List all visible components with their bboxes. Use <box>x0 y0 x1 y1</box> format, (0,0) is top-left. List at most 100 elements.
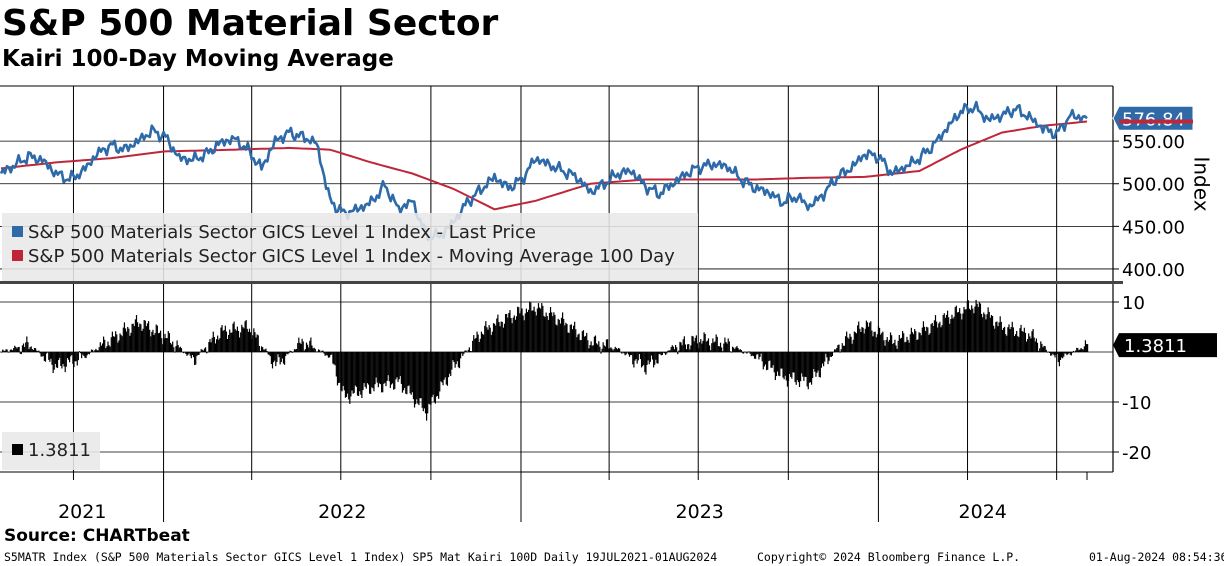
kairi-bar <box>274 352 276 361</box>
kairi-bar <box>489 327 491 352</box>
kairi-bar <box>185 352 187 354</box>
kairi-bar <box>678 350 680 352</box>
kairi-bar <box>872 336 874 352</box>
kairi-bar <box>27 342 29 352</box>
kairi-bar <box>56 352 59 368</box>
kairi-bar <box>938 323 940 352</box>
kairi-bar <box>328 352 331 358</box>
kairi-bar <box>312 348 314 352</box>
kairi-bar <box>892 344 894 352</box>
kairi-bar <box>374 352 376 385</box>
kairi-bar <box>755 352 757 359</box>
kairi-bar <box>1016 330 1018 352</box>
kairi-bar <box>1042 347 1044 352</box>
kairi-bar <box>395 352 397 380</box>
kairi-bar <box>810 352 813 385</box>
kairi-bar <box>209 339 211 352</box>
kairi-bar <box>55 352 58 368</box>
kairi-bar <box>809 352 812 383</box>
kairi-bar <box>179 346 181 352</box>
kairi-bar <box>188 352 190 354</box>
kairi-bar <box>257 335 259 352</box>
kairi-bar <box>213 336 215 352</box>
kairi-bar <box>242 327 244 352</box>
kairi-bar <box>451 352 453 370</box>
kairi-bar <box>623 352 625 354</box>
chart-title: S&P 500 Material Sector <box>2 3 499 44</box>
kairi-bar <box>378 352 381 384</box>
kairi-bar <box>70 352 72 357</box>
kairi-bar <box>140 324 142 352</box>
kairi-bar <box>703 332 705 352</box>
kairi-bar <box>697 348 700 352</box>
kairi-bar <box>1062 352 1064 359</box>
legend-item-last-price: S&P 500 Materials Sector GICS Level 1 In… <box>12 222 536 244</box>
lower-y-tick-label: -20 <box>1122 443 1151 464</box>
kairi-bar <box>601 348 603 352</box>
kairi-bar <box>191 352 194 355</box>
kairi-bar <box>1057 352 1059 363</box>
kairi-bar <box>657 352 659 364</box>
kairi-bar <box>959 308 961 352</box>
kairi-bar <box>784 352 786 376</box>
kairi-bar <box>370 352 372 395</box>
kairi-bar <box>238 337 241 352</box>
kairi-bar <box>628 352 631 357</box>
kairi-bar <box>736 345 738 352</box>
kairi-bar <box>796 352 798 381</box>
kairi-bar <box>343 352 345 391</box>
kairi-bar <box>975 299 977 352</box>
kairi-bar <box>492 323 495 352</box>
kairi-bar <box>741 352 744 354</box>
kairi-bar <box>349 352 351 404</box>
kairi-bar <box>247 331 249 352</box>
kairi-bar <box>399 352 401 377</box>
kairi-bar <box>780 352 782 369</box>
kairi-bar <box>829 352 831 357</box>
kairi-bar <box>512 317 514 352</box>
kairi-bar <box>331 352 333 355</box>
kairi-bar <box>982 317 984 352</box>
kairi-bar <box>152 329 154 352</box>
kairi-bar <box>759 352 761 357</box>
kairi-bar <box>13 348 15 352</box>
kairi-bar <box>367 352 370 385</box>
kairi-bar <box>180 348 183 352</box>
kairi-bar <box>866 322 869 352</box>
kairi-bar <box>74 352 76 362</box>
kairi-bar <box>441 352 443 383</box>
kairi-bar <box>757 352 759 355</box>
kairi-bar <box>635 352 637 360</box>
kairi-bar <box>540 308 542 352</box>
kairi-bar <box>891 335 893 352</box>
kairi-bar <box>887 341 889 352</box>
kairi-bar <box>535 315 537 352</box>
kairi-bar <box>751 352 753 356</box>
kairi-bar <box>604 346 606 352</box>
kairi-bar <box>624 352 626 356</box>
kairi-bar <box>529 301 531 352</box>
kairi-bar <box>523 320 525 352</box>
kairi-bar <box>133 325 135 352</box>
kairi-bar <box>560 317 563 352</box>
kairi-bar <box>971 305 973 352</box>
kairi-bar <box>365 352 367 389</box>
kairi-bar <box>131 323 133 352</box>
kairi-bar <box>24 347 26 352</box>
kairi-bar <box>476 331 478 352</box>
kairi-bar <box>1067 352 1069 355</box>
kairi-bar <box>776 352 779 372</box>
kairi-bar <box>299 342 301 352</box>
kairi-bar <box>985 319 987 352</box>
kairi-bar <box>429 352 431 405</box>
kairi-bar <box>852 339 854 352</box>
kairi-bar <box>680 342 682 352</box>
kairi-bar <box>536 308 538 352</box>
kairi-bar <box>704 333 706 352</box>
kairi-bar <box>77 352 79 361</box>
kairi-bar <box>68 352 71 363</box>
kairi-bar <box>818 352 820 377</box>
kairi-bar <box>707 338 710 352</box>
kairi-bar <box>739 349 741 352</box>
chart-subtitle: Kairi 100-Day Moving Average <box>2 46 394 72</box>
